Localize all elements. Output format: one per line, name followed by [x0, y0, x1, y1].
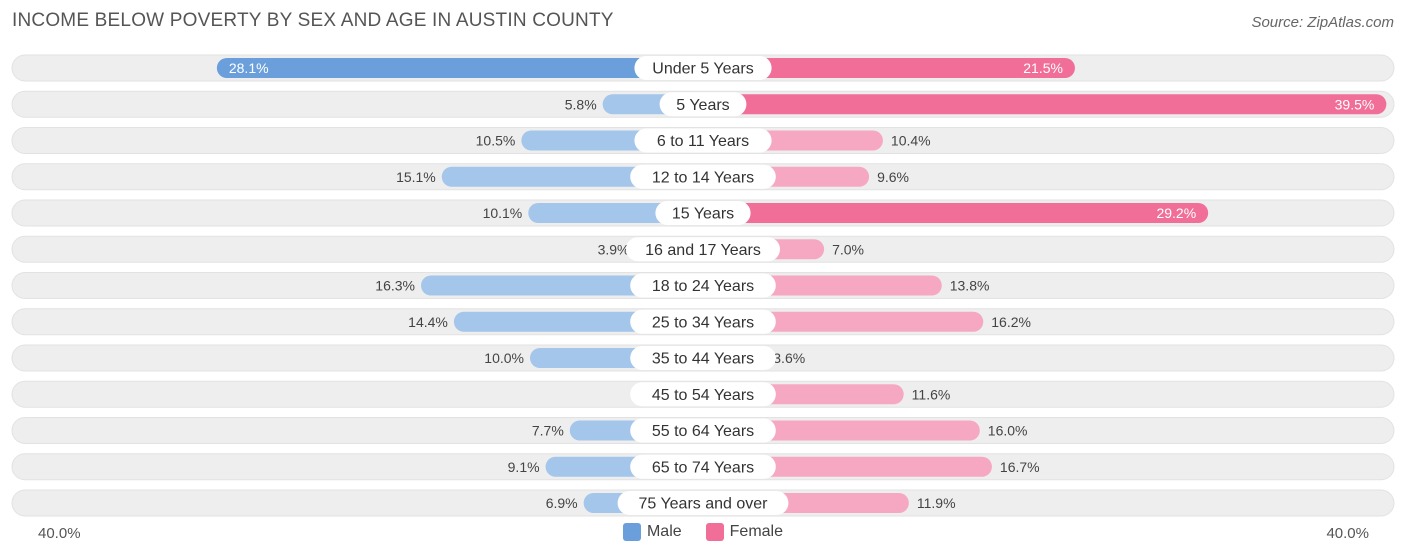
chart-title: INCOME BELOW POVERTY BY SEX AND AGE IN A…: [12, 10, 614, 31]
category-label: 75 Years and over: [639, 496, 769, 513]
female-value-label: 16.2%: [991, 314, 1031, 330]
female-bar: [703, 94, 1387, 115]
female-value-label: 39.5%: [1335, 96, 1375, 112]
male-value-label: 5.8%: [565, 96, 597, 112]
female-value-label: 3.6%: [773, 350, 805, 366]
male-value-label: 9.1%: [508, 459, 540, 475]
category-pill: [630, 273, 776, 298]
category-pill: [630, 382, 776, 407]
category-label: 45 to 54 Years: [652, 387, 754, 404]
male-value-label: 28.1%: [229, 60, 269, 76]
category-label: 35 to 44 Years: [652, 351, 754, 368]
category-pill: [630, 164, 776, 189]
category-pill: [655, 201, 751, 225]
axis-right-label: 40.0%: [1326, 525, 1369, 542]
legend-item-male: Male: [622, 523, 682, 541]
category-pill: [634, 128, 772, 153]
male-swatch-icon: [622, 523, 641, 541]
category-label: 16 and 17 Years: [645, 242, 761, 259]
category-pill: [630, 454, 776, 479]
male-value-label: 16.3%: [375, 278, 415, 294]
category-pill: [626, 237, 780, 262]
legend-female-label: Female: [729, 523, 784, 540]
female-value-label: 29.2%: [1156, 205, 1196, 221]
axis-left-label: 40.0%: [38, 525, 81, 542]
category-label: 6 to 11 Years: [657, 133, 749, 150]
female-value-label: 16.0%: [988, 423, 1028, 439]
male-value-label: 10.1%: [483, 205, 523, 221]
male-value-label: 10.5%: [476, 133, 516, 149]
category-label: 25 to 34 Years: [652, 314, 754, 331]
male-value-label: 15.1%: [396, 169, 436, 185]
category-label: 65 to 74 Years: [652, 459, 754, 476]
category-label: 18 to 24 Years: [652, 278, 754, 295]
male-value-label: 6.9%: [546, 495, 578, 511]
category-pill: [659, 92, 747, 117]
legend-male-label: Male: [646, 523, 682, 540]
legend-item-female: Female: [705, 523, 784, 541]
female-value-label: 7.0%: [832, 241, 864, 257]
female-value-label: 10.4%: [891, 133, 931, 149]
category-pill: [630, 418, 776, 443]
male-value-label: 10.0%: [484, 350, 524, 366]
female-value-label: 11.6%: [912, 386, 951, 402]
category-label: 5 Years: [676, 97, 729, 114]
female-bar: [703, 203, 1209, 223]
female-value-label: 11.9%: [917, 495, 956, 511]
legend: Male Female: [0, 523, 1406, 541]
female-swatch-icon: [705, 523, 724, 541]
source-note: Source: ZipAtlas.com: [1251, 14, 1394, 31]
female-bar: [703, 456, 992, 477]
category-pill: [634, 56, 772, 80]
category-pill: [617, 491, 789, 515]
female-value-label: 9.6%: [877, 169, 909, 185]
category-label: 12 to 14 Years: [652, 169, 754, 186]
chart-area: 28.1% 21.5% Under 5 Years 5.8% 39.5% 5 Years 1…: [11, 54, 1395, 517]
male-bar: [216, 58, 703, 78]
male-value-label: 3.9%: [598, 241, 630, 257]
female-bar: [703, 58, 1075, 78]
female-value-label: 16.7%: [1000, 459, 1040, 475]
female-value-label: 13.8%: [950, 278, 990, 294]
category-label: Under 5 Years: [652, 61, 753, 78]
category-pill: [630, 309, 776, 334]
category-label: 15 Years: [672, 206, 734, 223]
male-value-label: 7.7%: [532, 423, 564, 439]
female-value-label: 21.5%: [1023, 60, 1063, 76]
category-pill: [630, 346, 776, 370]
category-label: 55 to 64 Years: [652, 423, 754, 440]
male-value-label: 14.4%: [408, 314, 448, 330]
